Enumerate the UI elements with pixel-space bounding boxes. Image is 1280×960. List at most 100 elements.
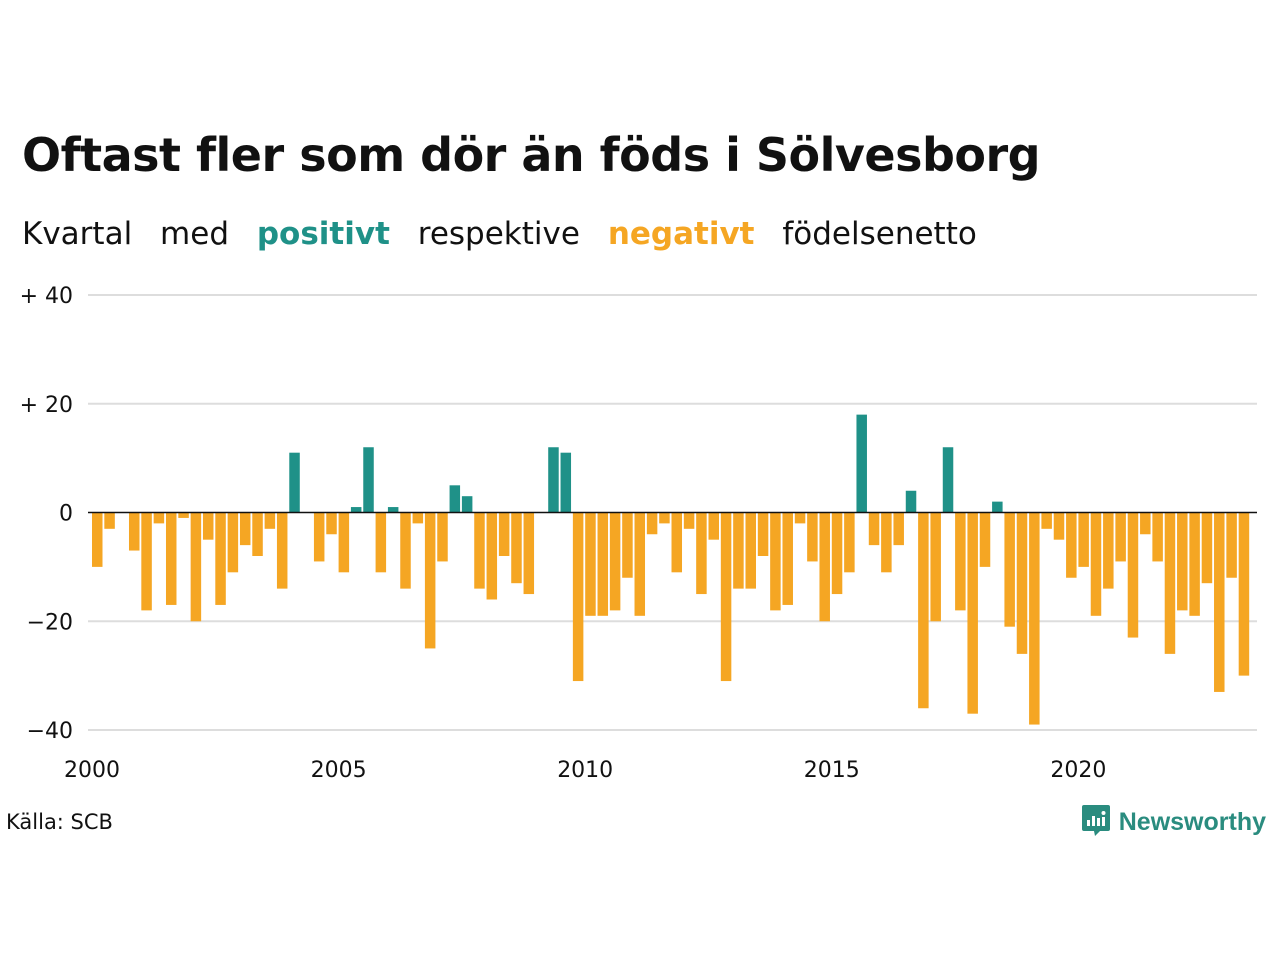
bar-negative <box>190 512 202 622</box>
bar-negative <box>1004 512 1015 627</box>
bar-negative <box>1090 512 1102 616</box>
bar-negative <box>597 512 609 616</box>
bar-negative <box>881 512 892 573</box>
y-tick-label: 0 <box>59 502 73 527</box>
bar-positive <box>942 447 954 513</box>
bar-negative <box>733 512 744 589</box>
bar-negative <box>1201 512 1213 584</box>
bar-negative <box>1053 512 1065 540</box>
bar-negative <box>239 512 251 546</box>
bar-negative <box>1177 512 1188 611</box>
bar-negative <box>967 512 978 714</box>
bar-negative <box>202 512 214 540</box>
bar-negative <box>671 512 683 573</box>
axis-layer: + 40 + 20 0 −20 −40 2000 2005 2010 2015 2020 <box>20 284 1257 783</box>
bar-negative <box>782 512 793 605</box>
bar-positive <box>363 447 374 513</box>
subtitle-word-med: med <box>160 216 229 252</box>
bar-positive <box>992 501 1003 513</box>
grid-layer <box>88 294 1257 731</box>
bar-negative <box>178 512 189 518</box>
bar-positive <box>560 452 572 513</box>
bar-negative <box>844 512 855 573</box>
bar-negative <box>893 512 904 546</box>
bar-negative <box>770 512 781 611</box>
bar-negative <box>1164 512 1176 654</box>
bar-positive <box>350 507 362 513</box>
bar-negative <box>918 512 929 709</box>
bar-negative <box>807 512 818 562</box>
bar-negative <box>424 512 436 649</box>
bar-negative <box>622 512 633 578</box>
bar-negative <box>745 512 756 589</box>
bar-positive <box>548 447 559 513</box>
brand-name: Newsworthy <box>1118 807 1266 836</box>
bar-negative <box>646 512 658 535</box>
bar-negative <box>708 512 719 540</box>
bar-negative <box>1066 512 1077 578</box>
bar-layer <box>92 414 1250 725</box>
y-tick-label: −20 <box>27 610 73 635</box>
bar-negative <box>1016 512 1028 654</box>
subtitle-word-kvartal: Kvartal <box>22 216 133 252</box>
bar-negative <box>683 512 695 529</box>
bar-negative <box>141 512 152 611</box>
bar-negative <box>757 512 769 556</box>
bar-negative <box>104 512 115 529</box>
bar-negative <box>634 512 646 616</box>
bar-negative <box>437 512 448 562</box>
subtitle-word-fodelsenetto: födelsenetto <box>782 216 977 252</box>
bar-negative <box>1140 512 1151 535</box>
bar-negative <box>486 512 498 600</box>
y-tick-label: + 20 <box>20 393 73 418</box>
subtitle-word-respektive: respektive <box>417 216 580 252</box>
x-tick-label: 2020 <box>1050 758 1106 783</box>
bar-negative <box>326 512 337 535</box>
bar-negative <box>1127 512 1139 638</box>
bar-negative <box>1214 512 1225 692</box>
bar-negative <box>474 512 485 589</box>
bar-negative <box>831 512 843 595</box>
bar-negative <box>412 512 424 524</box>
bar-negative <box>165 512 177 605</box>
bar-negative <box>1078 512 1089 567</box>
bar-negative <box>659 512 670 524</box>
subtitle-positive-label: positivt <box>256 216 390 252</box>
bar-negative <box>1115 512 1126 562</box>
bar-negative <box>498 512 510 556</box>
bar-negative <box>400 512 411 589</box>
bar-positive <box>289 452 300 513</box>
bar-positive <box>905 490 917 513</box>
bar-negative <box>1238 512 1250 676</box>
x-tick-label: 2010 <box>557 758 613 783</box>
bar-negative <box>92 512 103 567</box>
bar-negative <box>276 512 288 589</box>
bar-negative <box>868 512 880 546</box>
bar-negative <box>609 512 621 611</box>
bar-negative <box>1029 512 1040 725</box>
bar-negative <box>819 512 830 622</box>
bar-negative <box>979 512 991 567</box>
y-tick-label: −40 <box>27 719 73 744</box>
bar-negative <box>523 512 535 595</box>
bar-negative <box>696 512 707 595</box>
y-tick-label: + 40 <box>20 284 73 309</box>
bar-positive <box>449 485 461 513</box>
bar-negative <box>930 512 941 622</box>
bar-negative <box>1103 512 1114 589</box>
bar-negative <box>128 512 140 551</box>
subtitle-negative-label: negativt <box>607 216 755 252</box>
x-tick-label: 2015 <box>804 758 860 783</box>
bar-chart: + 40 + 20 0 −20 −40 2000 2005 2010 2015 2020 <box>20 284 1257 783</box>
newsworthy-icon <box>1081 803 1111 841</box>
bar-positive <box>387 507 399 513</box>
chart-subtitle: Kvartal med positivt respektive negativt… <box>22 216 995 252</box>
bar-negative <box>1189 512 1200 616</box>
bar-negative <box>1152 512 1163 562</box>
brand-logo[interactable]: Newsworthy <box>1081 803 1266 841</box>
bar-negative <box>375 512 387 573</box>
bar-negative <box>227 512 239 573</box>
bar-negative <box>955 512 966 611</box>
source-note: Källa: SCB <box>6 810 113 834</box>
bar-positive <box>461 496 473 513</box>
